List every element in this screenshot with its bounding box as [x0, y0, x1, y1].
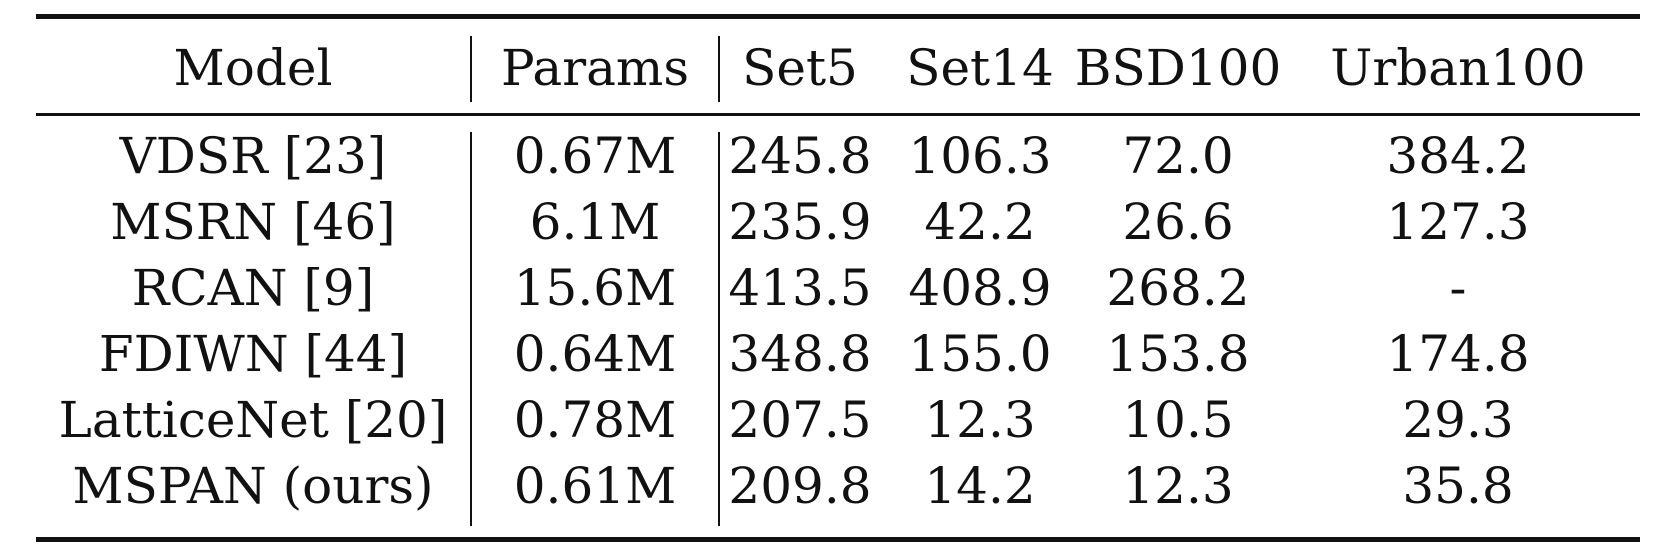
urban100-cell: 35.8	[1402, 457, 1514, 515]
model-cell: LatticeNet [20]	[58, 391, 448, 449]
column-divider	[470, 36, 472, 102]
set14-cell: 155.0	[908, 325, 1052, 383]
bsd100-cell: 153.8	[1106, 325, 1250, 383]
model-cell: FDIWN [44]	[98, 325, 408, 383]
header-urban100: Urban100	[1330, 39, 1586, 97]
set5-cell: 348.8	[728, 325, 872, 383]
params-cell: 0.61M	[513, 457, 677, 515]
table-row: LatticeNet [20] 0.78M 207.5 12.3 10.5 29…	[36, 388, 1640, 452]
header-model: Model	[173, 39, 333, 97]
column-divider	[718, 132, 720, 526]
results-table: Model Params Set5 Set14 BSD100 Urban100 …	[36, 14, 1640, 542]
top-rule	[36, 14, 1640, 19]
set14-cell: 42.2	[924, 193, 1036, 251]
urban100-cell: -	[1449, 259, 1467, 317]
set5-cell: 207.5	[728, 391, 872, 449]
header-set14: Set14	[906, 39, 1054, 97]
set14-cell: 106.3	[908, 127, 1052, 185]
model-cell: MSRN [46]	[110, 193, 396, 251]
model-cell: RCAN [9]	[131, 259, 375, 317]
urban100-cell: 384.2	[1386, 127, 1530, 185]
table-header-row: Model Params Set5 Set14 BSD100 Urban100	[36, 32, 1640, 104]
column-divider	[718, 36, 720, 102]
bsd100-cell: 268.2	[1106, 259, 1250, 317]
table-row: FDIWN [44] 0.64M 348.8 155.0 153.8 174.8	[36, 322, 1640, 386]
bsd100-cell: 72.0	[1122, 127, 1234, 185]
params-cell: 0.67M	[513, 127, 677, 185]
table-row: MSPAN (ours) 0.61M 209.8 14.2 12.3 35.8	[36, 454, 1640, 518]
params-cell: 0.64M	[513, 325, 677, 383]
params-cell: 6.1M	[529, 193, 661, 251]
model-cell: VDSR [23]	[119, 127, 387, 185]
urban100-cell: 29.3	[1402, 391, 1514, 449]
header-params: Params	[501, 39, 689, 97]
header-bsd100: BSD100	[1074, 39, 1282, 97]
set5-cell: 413.5	[728, 259, 872, 317]
set5-cell: 245.8	[728, 127, 872, 185]
bottom-rule	[36, 537, 1640, 542]
header-rule	[36, 113, 1640, 116]
bsd100-cell: 10.5	[1122, 391, 1234, 449]
urban100-cell: 127.3	[1386, 193, 1530, 251]
set14-cell: 14.2	[924, 457, 1036, 515]
column-divider	[470, 132, 472, 526]
bsd100-cell: 26.6	[1122, 193, 1234, 251]
set14-cell: 12.3	[924, 391, 1036, 449]
urban100-cell: 174.8	[1386, 325, 1530, 383]
bsd100-cell: 12.3	[1122, 457, 1234, 515]
set5-cell: 209.8	[728, 457, 872, 515]
header-set5: Set5	[742, 39, 858, 97]
model-cell: MSPAN (ours)	[72, 457, 434, 515]
table-row: VDSR [23] 0.67M 245.8 106.3 72.0 384.2	[36, 124, 1640, 188]
table-row: RCAN [9] 15.6M 413.5 408.9 268.2 -	[36, 256, 1640, 320]
params-cell: 0.78M	[513, 391, 677, 449]
set14-cell: 408.9	[908, 259, 1052, 317]
set5-cell: 235.9	[728, 193, 872, 251]
table-row: MSRN [46] 6.1M 235.9 42.2 26.6 127.3	[36, 190, 1640, 254]
params-cell: 15.6M	[513, 259, 677, 317]
